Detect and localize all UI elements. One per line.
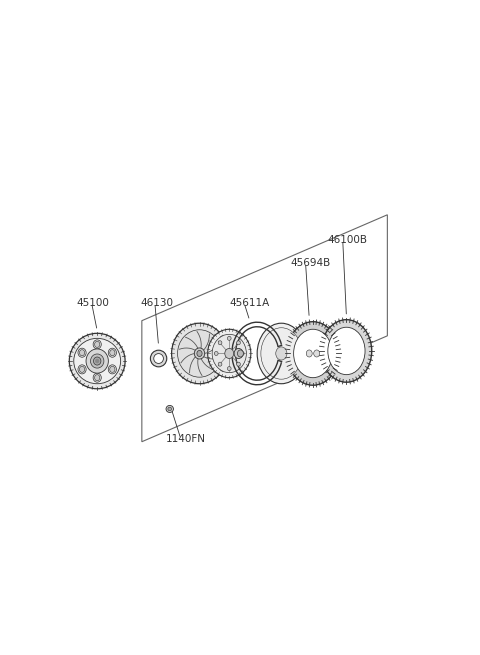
Ellipse shape bbox=[69, 333, 125, 389]
Ellipse shape bbox=[93, 340, 101, 349]
Ellipse shape bbox=[110, 350, 115, 356]
Ellipse shape bbox=[91, 354, 104, 368]
Ellipse shape bbox=[328, 328, 365, 375]
Ellipse shape bbox=[172, 323, 228, 384]
Ellipse shape bbox=[261, 328, 302, 379]
Ellipse shape bbox=[78, 348, 86, 357]
Ellipse shape bbox=[74, 339, 120, 384]
Ellipse shape bbox=[314, 350, 320, 357]
Ellipse shape bbox=[93, 373, 101, 383]
Ellipse shape bbox=[194, 348, 204, 359]
Ellipse shape bbox=[218, 341, 222, 345]
Ellipse shape bbox=[95, 341, 100, 347]
Ellipse shape bbox=[228, 336, 231, 341]
Text: 1140FN: 1140FN bbox=[166, 434, 206, 444]
Text: 45694B: 45694B bbox=[290, 257, 331, 268]
Ellipse shape bbox=[80, 350, 84, 356]
Ellipse shape bbox=[306, 350, 312, 357]
Ellipse shape bbox=[237, 362, 240, 366]
Text: 45611A: 45611A bbox=[229, 298, 269, 308]
Ellipse shape bbox=[212, 334, 246, 373]
Ellipse shape bbox=[276, 347, 287, 360]
Ellipse shape bbox=[287, 322, 339, 385]
Polygon shape bbox=[142, 215, 387, 441]
Ellipse shape bbox=[94, 357, 101, 365]
Ellipse shape bbox=[166, 405, 173, 413]
Ellipse shape bbox=[178, 329, 221, 377]
Ellipse shape bbox=[150, 350, 167, 367]
Ellipse shape bbox=[80, 366, 84, 373]
Ellipse shape bbox=[95, 375, 100, 381]
Ellipse shape bbox=[78, 365, 86, 374]
Ellipse shape bbox=[215, 352, 218, 356]
Ellipse shape bbox=[218, 362, 222, 366]
Text: 46130: 46130 bbox=[140, 298, 173, 308]
Ellipse shape bbox=[86, 349, 108, 373]
Ellipse shape bbox=[110, 366, 115, 373]
Ellipse shape bbox=[108, 365, 117, 374]
Ellipse shape bbox=[96, 359, 99, 363]
Ellipse shape bbox=[208, 329, 251, 378]
Ellipse shape bbox=[168, 407, 172, 411]
Ellipse shape bbox=[228, 367, 231, 371]
Ellipse shape bbox=[321, 320, 372, 383]
Ellipse shape bbox=[108, 348, 117, 357]
Ellipse shape bbox=[237, 341, 240, 345]
Ellipse shape bbox=[294, 329, 332, 378]
Ellipse shape bbox=[197, 350, 202, 356]
Text: 45100: 45100 bbox=[77, 298, 109, 308]
Text: 46100B: 46100B bbox=[328, 235, 368, 245]
Ellipse shape bbox=[240, 352, 244, 356]
Ellipse shape bbox=[234, 348, 243, 358]
Ellipse shape bbox=[238, 350, 243, 357]
Ellipse shape bbox=[257, 323, 306, 384]
Ellipse shape bbox=[225, 348, 234, 358]
Ellipse shape bbox=[154, 354, 163, 364]
